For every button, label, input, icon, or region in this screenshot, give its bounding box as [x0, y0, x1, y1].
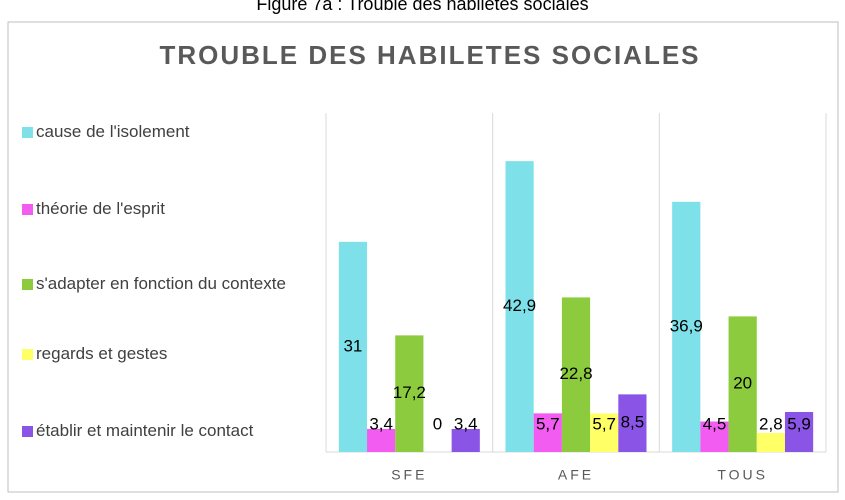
legend-label: s'adapter en fonction du contexte: [36, 274, 286, 293]
data-label: 3,4: [369, 414, 393, 433]
data-label: 3,4: [454, 414, 478, 433]
legend-item: s'adapter en fonction du contexte: [22, 270, 326, 298]
bar: [590, 413, 619, 452]
legend-item: regards et gestes: [22, 340, 326, 368]
bar: [505, 161, 534, 452]
data-label: 5,7: [592, 414, 616, 433]
bar: [618, 394, 647, 452]
bar: [756, 433, 785, 452]
x-tick-label: AFE: [558, 467, 594, 483]
data-label: 8,5: [621, 413, 645, 432]
x-tick-label: TOUS: [717, 467, 768, 483]
data-label: 31: [343, 336, 362, 355]
legend-label: regards et gestes: [36, 344, 168, 363]
legend-item: théorie de l'esprit: [22, 195, 326, 223]
bar: [672, 201, 701, 452]
legend-swatch: [22, 279, 33, 290]
legend-swatch: [22, 127, 33, 138]
x-tick-label: SFE: [391, 467, 427, 483]
figure-caption: Figure 7a : Trouble des habiletés social…: [256, 0, 589, 14]
bar: [367, 428, 396, 452]
data-label: 22,8: [559, 364, 592, 383]
data-label: 20: [733, 374, 752, 393]
data-label: 5,9: [787, 414, 811, 433]
data-label: 42,9: [503, 296, 536, 315]
data-label: 17,2: [393, 383, 426, 402]
data-label: 0: [433, 414, 442, 433]
bar: [533, 413, 562, 452]
bar: [784, 411, 814, 452]
bar: [728, 316, 757, 452]
legend-swatch: [22, 426, 33, 437]
legend-item: établir et maintenir le contact: [22, 417, 326, 445]
legend-label: cause de l'isolement: [36, 122, 190, 141]
data-label: 4,5: [703, 414, 727, 433]
bar: [451, 428, 480, 452]
data-label: 2,8: [759, 414, 783, 433]
legend-swatch: [22, 349, 33, 360]
bar: [338, 241, 368, 452]
data-label: 36,9: [670, 316, 703, 335]
chart-title: TROUBLE DES HABILETES SOCIALES: [159, 40, 700, 70]
data-label: 5,7: [536, 414, 560, 433]
bar: [561, 297, 591, 452]
legend-label: théorie de l'esprit: [36, 199, 165, 218]
legend-swatch: [22, 204, 33, 215]
legend-label: établir et maintenir le contact: [36, 421, 254, 440]
legend-item: cause de l'isolement: [22, 118, 326, 146]
bar: [700, 421, 729, 452]
bar: [395, 335, 424, 452]
